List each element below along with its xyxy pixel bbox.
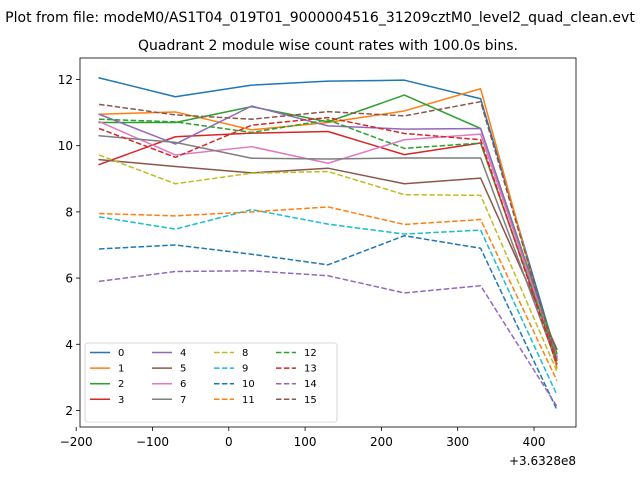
series-layer	[98, 77, 558, 411]
y-tick-label: 2	[65, 404, 73, 418]
series-line-4	[98, 105, 558, 358]
legend-label-5: 5	[180, 364, 186, 375]
y-tick-label: 12	[58, 73, 73, 87]
series-line-5	[98, 158, 558, 350]
legend-label-4: 4	[180, 348, 186, 359]
legend-label-3: 3	[118, 395, 124, 406]
x-tick-label: 0	[225, 435, 233, 449]
x-tick-label: −100	[136, 435, 169, 449]
y-tick-label: 6	[65, 272, 73, 286]
series-line-11	[99, 206, 558, 381]
series-line-14	[98, 270, 558, 407]
series-line-9	[98, 208, 558, 396]
x-axis-offset-label: +3.6328e8	[509, 454, 576, 468]
axes-title: Quadrant 2 module wise count rates with …	[138, 38, 518, 54]
y-tick-label: 4	[65, 338, 73, 352]
legend-label-14: 14	[304, 379, 317, 390]
y-tick-label: 8	[65, 205, 73, 219]
legend-label-1: 1	[118, 364, 124, 375]
legend-label-8: 8	[242, 348, 248, 359]
axes-frame	[79, 57, 577, 428]
series-line-8	[98, 154, 558, 372]
series-line-7	[98, 135, 558, 365]
x-axis: −200 −100 0 100 200 300 400	[60, 427, 546, 449]
x-tick-label: 300	[446, 435, 469, 449]
legend-label-0: 0	[118, 348, 124, 359]
x-tick-label: 400	[523, 435, 546, 449]
y-axis: 2 4 6 8 10 12	[58, 73, 80, 418]
legend-label-13: 13	[304, 364, 317, 375]
legend-label-15: 15	[304, 395, 317, 406]
series-line-0	[98, 77, 558, 358]
x-tick-label: 100	[294, 435, 317, 449]
legend-label-9: 9	[242, 364, 248, 375]
legend-label-11: 11	[242, 395, 255, 406]
x-tick-label: 200	[370, 435, 393, 449]
series-line-6	[98, 120, 558, 359]
legend-label-6: 6	[180, 379, 186, 390]
series-line-10	[99, 234, 558, 411]
figure-suptitle: Plot from file: modeM0/AS1T04_019T01_900…	[5, 10, 635, 26]
series-line-12	[99, 118, 558, 360]
legend-label-10: 10	[242, 379, 255, 390]
legend-label-12: 12	[304, 348, 317, 359]
series-line-15	[98, 100, 558, 362]
legend-label-7: 7	[180, 395, 186, 406]
y-tick-label: 10	[58, 139, 73, 153]
legend-label-2: 2	[118, 379, 124, 390]
legend-frame	[84, 342, 338, 423]
x-tick-label: −200	[60, 435, 93, 449]
series-line-13	[98, 116, 558, 366]
